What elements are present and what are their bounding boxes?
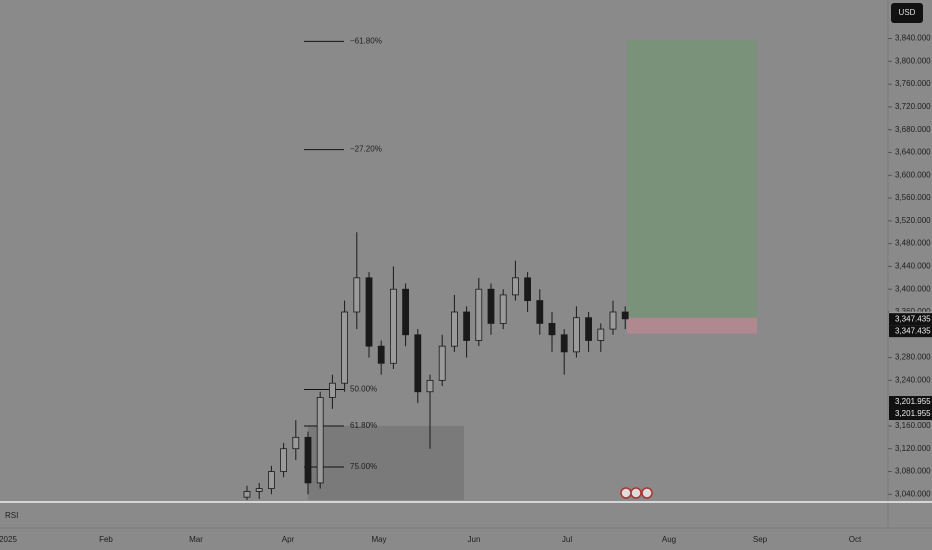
candle-body bbox=[243, 491, 251, 498]
x-tick-label: May bbox=[371, 535, 386, 544]
indicator-label: RSI bbox=[5, 511, 18, 520]
x-tick-label: Aug bbox=[662, 535, 676, 544]
fib-label: −61.80% bbox=[350, 36, 382, 45]
candle-body bbox=[597, 328, 605, 341]
y-tick-label: 3,680.000 bbox=[895, 125, 931, 134]
y-tick-label: 3,520.000 bbox=[895, 216, 931, 225]
y-tick-label: 3,760.000 bbox=[895, 79, 931, 88]
candle-body bbox=[377, 345, 385, 364]
price-label-box bbox=[889, 313, 932, 326]
candle-body bbox=[536, 300, 544, 324]
stop-zone bbox=[627, 317, 757, 334]
candle-body bbox=[560, 334, 568, 353]
candle-body bbox=[463, 311, 471, 341]
price-label-box bbox=[889, 396, 932, 409]
y-tick-label: 3,040.000 bbox=[895, 489, 931, 498]
fib-label: 61.80% bbox=[350, 421, 377, 430]
candles bbox=[243, 232, 629, 500]
candle-body bbox=[365, 277, 373, 347]
candle-body bbox=[524, 277, 531, 302]
currency: USD bbox=[899, 8, 916, 17]
candle-body bbox=[487, 288, 495, 324]
candle-body bbox=[292, 436, 300, 450]
x-tick-label: Mar bbox=[189, 535, 203, 544]
candle-body bbox=[475, 288, 483, 341]
candle-body bbox=[609, 311, 617, 330]
candle-body bbox=[621, 311, 629, 320]
candle-body bbox=[316, 397, 324, 484]
candle-body bbox=[585, 317, 592, 341]
candle-body bbox=[499, 294, 507, 324]
y-tick-label: 3,640.000 bbox=[895, 148, 931, 157]
x-tick-label: Sep bbox=[753, 535, 768, 544]
y-tick-label: 3,240.000 bbox=[895, 375, 931, 384]
x-tick-label: Feb bbox=[99, 535, 113, 544]
y-tick-label: 3,800.000 bbox=[895, 56, 931, 65]
y-tick-label: 3,360.000 bbox=[895, 307, 931, 316]
x-tick-label: Apr bbox=[282, 535, 295, 544]
y-tick-label: 3,600.000 bbox=[895, 170, 931, 179]
price-label-box bbox=[889, 408, 932, 421]
candle-body bbox=[304, 436, 312, 484]
candle-body bbox=[438, 345, 446, 381]
x-tick-label: 2025 bbox=[0, 535, 17, 544]
candle-body bbox=[548, 322, 556, 336]
fib-label: −27.20% bbox=[350, 145, 382, 154]
candle-body bbox=[389, 288, 397, 364]
fib-label: 75.00% bbox=[350, 462, 377, 471]
candle-body bbox=[450, 311, 458, 347]
event-icons bbox=[620, 487, 653, 499]
candle-body bbox=[414, 334, 422, 393]
price-label: 3,347.435 bbox=[895, 314, 931, 323]
price-label: 3,347.435 bbox=[895, 326, 931, 335]
candle-body bbox=[426, 379, 434, 393]
price-label: 3,201.955 bbox=[895, 397, 931, 406]
price-label: 3,201.955 bbox=[895, 409, 931, 418]
y-tick-label: 3,560.000 bbox=[895, 193, 931, 202]
fib-label: 50.00% bbox=[350, 385, 377, 394]
candle-body bbox=[512, 277, 519, 296]
y-tick-label: 3,840.000 bbox=[895, 34, 931, 43]
y-tick-label: 3,160.000 bbox=[895, 421, 931, 430]
candle-body bbox=[573, 317, 580, 353]
y-tick-label: 3,080.000 bbox=[895, 467, 931, 476]
candle-body bbox=[353, 277, 361, 313]
candle-body bbox=[402, 288, 410, 336]
candle-body bbox=[328, 382, 336, 398]
target-zone bbox=[627, 39, 757, 318]
candle-body bbox=[341, 311, 349, 384]
y-tick-label: 3,120.000 bbox=[895, 444, 931, 453]
y-tick-label: 3,480.000 bbox=[895, 239, 931, 248]
candle-body bbox=[267, 471, 275, 490]
x-tick-label: Oct bbox=[849, 535, 862, 544]
y-tick-label: 3,400.000 bbox=[895, 284, 931, 293]
candle-body bbox=[255, 488, 263, 492]
zone bbox=[308, 425, 464, 500]
y-tick-label: 3,280.000 bbox=[895, 353, 931, 362]
x-tick-label: Jul bbox=[562, 535, 572, 544]
y-tick-label: 3,440.000 bbox=[895, 262, 931, 271]
currency-button[interactable] bbox=[891, 3, 923, 23]
x-tick-label: Jun bbox=[468, 535, 481, 544]
candle-body bbox=[280, 448, 288, 472]
y-tick-label: 3,720.000 bbox=[895, 102, 931, 111]
price-label-box bbox=[889, 325, 932, 338]
